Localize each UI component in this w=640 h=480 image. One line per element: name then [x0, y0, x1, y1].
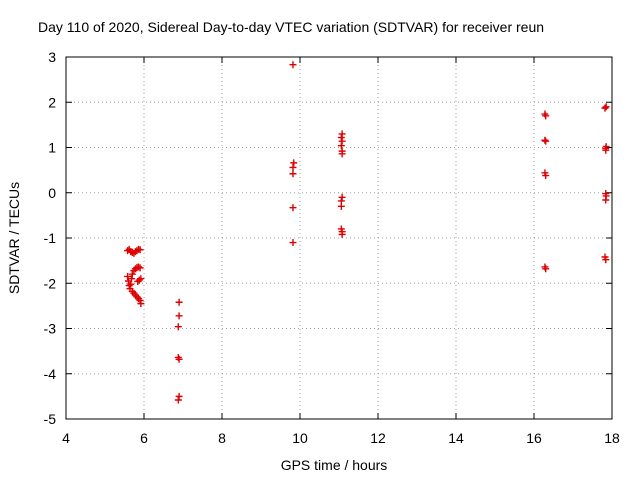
- data-point: [602, 256, 610, 264]
- chart-title: Day 110 of 2020, Sidereal Day-to-day VTE…: [38, 19, 544, 35]
- y-tick-label: -1: [44, 230, 57, 246]
- data-point: [337, 142, 345, 150]
- data-point: [175, 298, 183, 306]
- data-point: [338, 150, 346, 158]
- data-point: [133, 247, 141, 255]
- data-point: [541, 136, 549, 144]
- data-point: [338, 137, 346, 145]
- data-point: [135, 276, 143, 284]
- data-point: [175, 312, 183, 320]
- data-point: [175, 392, 183, 400]
- y-tick-label: 0: [48, 185, 56, 201]
- data-point: [542, 112, 550, 120]
- data-point: [542, 137, 550, 145]
- data-point: [128, 275, 136, 283]
- y-tick-label: 1: [48, 140, 56, 156]
- data-point: [137, 300, 145, 308]
- data-point: [128, 270, 136, 278]
- y-axis-tick-labels: 3 2 1 0 -1 -2 -3 -4 -5: [44, 49, 57, 427]
- y-tick-label: -2: [44, 275, 57, 291]
- y-tick-label: 2: [48, 94, 56, 110]
- data-point: [136, 246, 144, 254]
- data-point: [128, 248, 136, 256]
- data-point: [136, 264, 144, 272]
- data-point: [175, 355, 183, 363]
- data-point: [338, 130, 346, 138]
- data-point: [125, 282, 133, 290]
- x-tick-label: 10: [292, 430, 308, 446]
- data-point: [290, 159, 298, 167]
- data-point: [542, 265, 550, 273]
- x-tick-label: 14: [448, 430, 464, 446]
- data-point: [137, 275, 145, 283]
- grid-lines: [66, 57, 612, 419]
- y-tick-label: 3: [48, 49, 56, 65]
- data-point: [338, 230, 346, 238]
- data-point: [289, 239, 297, 247]
- x-tick-label: 6: [140, 430, 148, 446]
- y-tick-label: -4: [44, 366, 57, 382]
- data-point: [135, 263, 143, 271]
- data-point: [124, 272, 132, 280]
- x-tick-label: 4: [62, 430, 70, 446]
- x-axis-tick-labels: 4 6 8 10 12 14 16 18: [62, 430, 620, 446]
- x-tick-label: 16: [526, 430, 542, 446]
- data-point: [602, 146, 610, 154]
- data-points: [124, 61, 610, 404]
- x-tick-label: 18: [604, 430, 620, 446]
- y-axis-label: SDTVAR / TECUs: [6, 182, 22, 294]
- x-tick-label: 8: [218, 430, 226, 446]
- data-point: [289, 170, 297, 178]
- data-point: [127, 280, 135, 288]
- data-point: [289, 204, 297, 212]
- y-tick-label: -5: [44, 411, 57, 427]
- data-point: [542, 172, 550, 180]
- data-point: [136, 296, 144, 304]
- data-point: [601, 104, 609, 112]
- data-point: [174, 323, 182, 331]
- data-point: [174, 396, 182, 404]
- x-tick-label: 12: [370, 430, 386, 446]
- data-point: [289, 163, 297, 171]
- x-axis-label: GPS time / hours: [281, 457, 388, 473]
- data-point: [124, 247, 132, 255]
- data-point: [289, 61, 297, 69]
- data-point: [337, 134, 345, 142]
- data-point: [602, 103, 610, 111]
- data-point: [338, 193, 346, 201]
- data-point: [337, 202, 345, 210]
- y-tick-label: -3: [44, 321, 57, 337]
- axis-ticks: [65, 56, 613, 420]
- data-point: [602, 196, 610, 204]
